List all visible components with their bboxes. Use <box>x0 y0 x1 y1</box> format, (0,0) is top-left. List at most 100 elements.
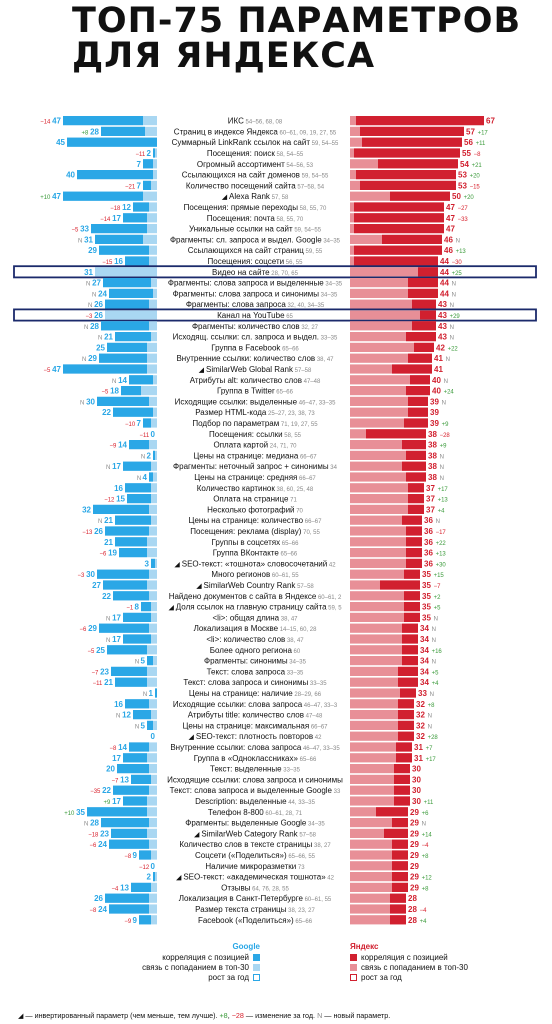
google-score-label: 17 <box>112 635 121 644</box>
parameter-name: Фрагменты: слова запроса и синонимы <box>173 289 320 298</box>
parameter-label: Description: выделенные 44, 33–35 <box>195 797 315 806</box>
parameter-tags: 66–67 <box>303 519 322 525</box>
google-corr-bar <box>153 450 155 460</box>
google-change-label: N <box>137 476 141 482</box>
yandex-score-label: 37 <box>426 505 435 514</box>
parameter-label: Оплата на странице 71 <box>213 495 297 504</box>
google-corr-bar <box>115 515 151 525</box>
parameter-name: Подбор по параметрам <box>192 419 279 428</box>
google-corr-bar <box>123 796 147 806</box>
parameter-tags: 59, 54–55 <box>300 174 329 180</box>
yandex-change-label: +9 <box>440 444 448 450</box>
parameter-label: Цены на странице: наличие 28–29, 66 <box>189 689 322 698</box>
google-corr-bar <box>143 418 151 428</box>
google-change-label: −6 <box>90 843 98 849</box>
parameter-label: Атрибуты title: количество слов 47–48 <box>188 711 323 720</box>
google-change-label: −13 <box>82 530 93 536</box>
parameter-tags: 38, 60, 25, 48 <box>275 487 314 493</box>
google-change-label: −9 <box>124 919 132 925</box>
parameter-label: Найдено документов с сайта в Яндексе 60–… <box>169 592 342 601</box>
google-score-label: 35 <box>76 808 85 817</box>
yandex-corr-bar <box>418 267 438 277</box>
yandex-change-label: +17 <box>478 130 489 136</box>
parameter-tags: 32, 27 <box>300 325 319 331</box>
yandex-change-label: +2 <box>434 595 442 601</box>
yandex-top30-bar <box>350 558 422 568</box>
yandex-top30-bar <box>350 364 432 374</box>
parameter-tags: 54–56, 68, 08 <box>244 120 283 126</box>
parameter-name: Локализация в Санкт-Петербурге <box>179 894 304 903</box>
yandex-change-label: N <box>430 692 434 698</box>
google-corr-bar <box>143 180 151 190</box>
yandex-score-label: 43 <box>438 311 447 320</box>
google-corr-bar <box>141 602 151 612</box>
legend-google: Google корреляция с позицией связь с поп… <box>100 942 260 982</box>
yandex-corr-bar <box>362 137 462 147</box>
legend-label: рост за год <box>208 972 249 982</box>
google-change-label: +9 <box>104 800 112 806</box>
parameter-name: Посещения: ссылки <box>209 430 283 439</box>
yandex-corr-bar <box>402 461 426 471</box>
google-corr-bar <box>99 623 149 633</box>
google-corr-bar <box>113 785 149 795</box>
parameter-tags: 59, 5 <box>327 606 343 612</box>
google-change-label: −7 <box>112 778 120 784</box>
yandex-top30-bar <box>350 504 424 514</box>
parameter-name: Доля ссылок на главную страницу сайта <box>176 603 327 612</box>
google-score-label: 25 <box>96 343 105 352</box>
google-score-label: 2 <box>147 873 152 882</box>
google-score-label: 14 <box>118 376 127 385</box>
google-change-label: −4 <box>112 886 120 892</box>
inverted-marker-icon: ◢ <box>174 561 181 568</box>
parameter-tags: 60–61, 2 <box>316 595 342 601</box>
parameter-label: Много регионов 60–61, 55 <box>211 570 299 579</box>
parameter-name: Facebook («Поделиться») <box>198 916 294 925</box>
yandex-top30-bar <box>350 850 408 860</box>
yandex-corr-bar <box>384 828 408 838</box>
google-score-label: 31 <box>84 268 93 277</box>
parameter-tags: 58, 55 <box>283 433 302 439</box>
google-score-label: 22 <box>102 592 111 601</box>
yandex-top30-bar <box>350 666 418 676</box>
yandex-top30-bar <box>350 818 408 828</box>
parameter-label: Видео на сайте 28, 70, 65 <box>212 268 299 277</box>
parameter-tags: 54–56, 53 <box>285 163 314 169</box>
yandex-change-label: +29 <box>450 314 461 320</box>
parameter-label: Наличие микроразметки 73 <box>205 862 305 871</box>
yandex-change-label: +11 <box>476 141 486 147</box>
yandex-score-label: 39 <box>430 408 439 417</box>
yandex-score-label: 30 <box>412 797 421 806</box>
google-corr-bar <box>119 548 147 558</box>
yandex-corr-bar <box>398 666 418 676</box>
parameter-tags: 58, 54–55 <box>275 152 304 158</box>
yandex-corr-bar <box>404 612 420 622</box>
parameter-label: Локализация в Санкт-Петербурге 60–61, 55 <box>179 894 332 903</box>
parameter-label: ◢ SimilarWeb Category Rank 57–58 <box>194 829 317 838</box>
parameter-label: ИКС 54–56, 68, 08 <box>228 117 283 126</box>
yandex-top30-bar <box>350 267 438 277</box>
google-corr-bar <box>123 634 151 644</box>
parameter-name: SEO-текст: плотность повторов <box>196 732 313 741</box>
legend-yandex: Яндекс корреляция с позицией связь с поп… <box>350 942 540 982</box>
yandex-score-label: 34 <box>420 624 429 633</box>
google-score-label: 0 <box>151 862 156 871</box>
yandex-change-label: −27 <box>458 206 469 212</box>
inverted-marker-icon: ◢ <box>189 734 196 741</box>
google-score-label: 26 <box>94 894 103 903</box>
parameter-label: Текст: слова запроса и синонимы 33–35 <box>183 678 327 687</box>
yandex-change-label: N <box>456 238 460 244</box>
google-score-label: 2 <box>147 149 152 158</box>
google-score-label: 15 <box>116 495 125 504</box>
yandex-top30-bar <box>350 915 406 925</box>
parameter-name: Description: выделенные <box>195 797 287 806</box>
inverted-marker-icon: ◢ <box>194 831 201 838</box>
google-change-label: N <box>106 465 110 471</box>
yandex-corr-bar <box>382 234 442 244</box>
footnote-plus: +8 <box>219 1011 228 1020</box>
yandex-change-label: N <box>432 627 436 633</box>
parameter-label: <li>: общая длина 38, 47 <box>213 613 299 622</box>
parameter-label: Фрагменты: слова запроса и синонимы 34–3… <box>173 289 338 298</box>
google-corr-bar <box>99 245 149 255</box>
parameter-label: Посещения: прямые переходы 58, 55, 70 <box>184 203 327 212</box>
